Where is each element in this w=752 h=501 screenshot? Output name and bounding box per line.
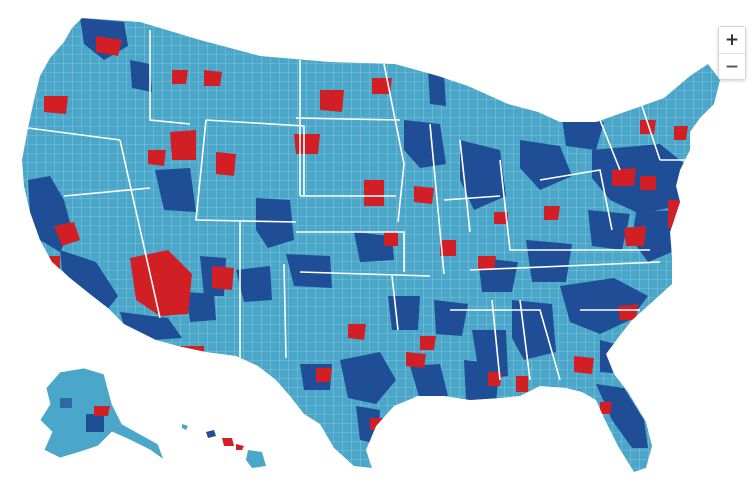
zoom-out-button[interactable]: − [719, 53, 745, 79]
zoom-control: + − [718, 26, 746, 80]
alaska [39, 367, 165, 462]
zoom-in-button[interactable]: + [719, 27, 745, 53]
hawaii [182, 424, 266, 468]
state-borders [27, 30, 690, 381]
